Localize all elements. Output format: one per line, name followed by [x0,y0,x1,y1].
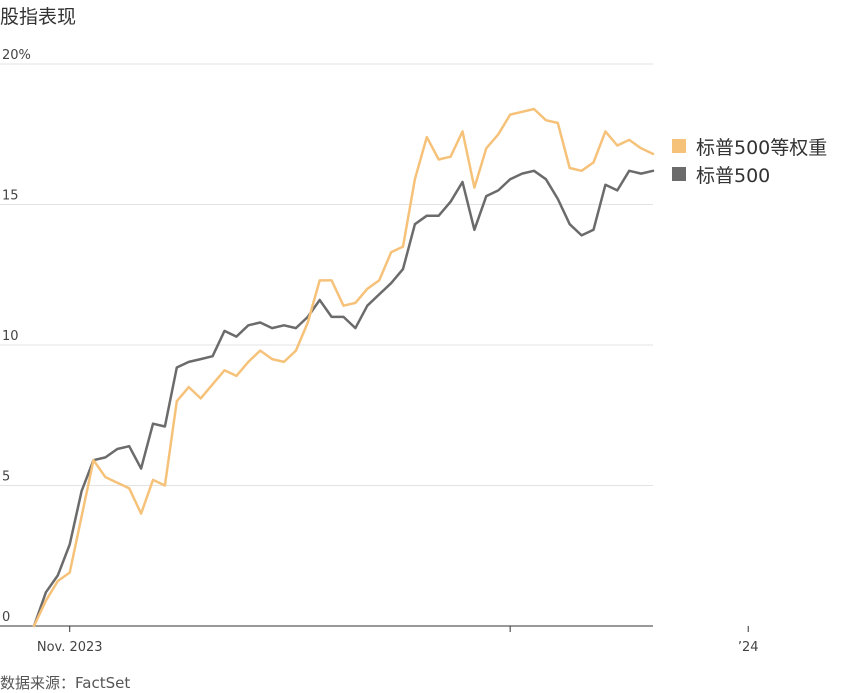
y-tick-label-20: 20% [2,48,31,63]
series-line-0 [32,107,655,628]
grid-lines [0,63,653,486]
legend-item-1: 标普500 [672,160,827,188]
series-lines [32,107,655,628]
x-tick-label-2: ’24 [738,640,759,655]
legend-label-1: 标普500 [696,164,771,187]
y-tick-label-0: 0 [2,610,10,625]
legend-swatch-0 [672,139,686,153]
y-tick-label-5: 5 [2,470,10,485]
y-tick-label-15: 15 [2,189,19,204]
legend-item-0: 标普500等权重 [672,132,827,160]
y-tick-label-10: 10 [2,329,19,344]
x-tick-label-0: Nov. 2023 [37,640,103,655]
legend: 标普500等权重 标普500 [672,132,827,188]
source-note: 数据来源：FactSet [0,674,131,692]
tick-labels: 0 5 10 15 20% Nov. 2023 ’24 [2,48,759,655]
chart-title: 股指表现 [0,6,77,28]
x-axis [0,625,749,632]
legend-label-0: 标普500等权重 [696,136,828,159]
legend-swatch-1 [672,167,686,181]
series-line-1 [32,169,655,628]
